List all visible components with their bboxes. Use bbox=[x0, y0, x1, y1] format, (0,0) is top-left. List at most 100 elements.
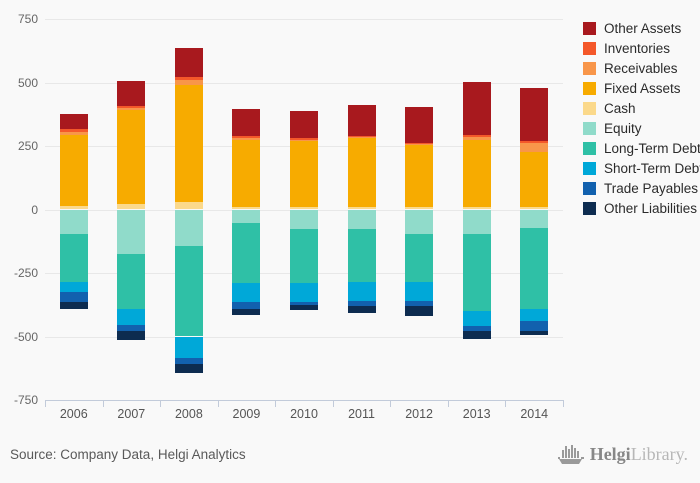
bar-segment-2014-trade-payables[interactable] bbox=[520, 321, 549, 332]
legend-item-fixed-assets[interactable]: Fixed Assets bbox=[583, 78, 700, 98]
bar-segment-2006-trade-payables[interactable] bbox=[59, 292, 88, 303]
bar-segment-2006-other-liabilities[interactable] bbox=[59, 302, 88, 309]
bar-segment-2013-trade-payables[interactable] bbox=[462, 326, 491, 331]
bar-segment-2010-other-assets[interactable] bbox=[290, 110, 318, 139]
bar-segment-2009-long-term-debt[interactable] bbox=[232, 223, 261, 284]
bar-segment-2013-fixed-assets[interactable] bbox=[462, 140, 491, 208]
bar-segment-2013-inventories[interactable] bbox=[462, 134, 491, 138]
bar-segment-2013-other-assets[interactable] bbox=[462, 81, 491, 135]
bar-segment-2012-cash[interactable] bbox=[405, 207, 434, 210]
bar-segment-2006-cash[interactable] bbox=[59, 205, 88, 210]
bar-segment-2013-receivables[interactable] bbox=[462, 137, 491, 141]
bar-segment-2012-other-liabilities[interactable] bbox=[405, 306, 434, 317]
bar-segment-2012-other-assets[interactable] bbox=[405, 106, 434, 144]
bar-segment-2008-short-term-debt[interactable] bbox=[174, 336, 203, 359]
bar-segment-2012-long-term-debt[interactable] bbox=[405, 233, 434, 282]
bar-segment-2011-fixed-assets[interactable] bbox=[347, 138, 376, 208]
bar-segment-2006-long-term-debt[interactable] bbox=[59, 233, 88, 282]
bar-segment-2011-cash[interactable] bbox=[347, 207, 376, 210]
bar-segment-2014-long-term-debt[interactable] bbox=[520, 228, 549, 310]
bar-segment-2006-short-term-debt[interactable] bbox=[59, 281, 88, 293]
bar-segment-2010-fixed-assets[interactable] bbox=[290, 140, 318, 208]
bar-segment-2009-cash[interactable] bbox=[232, 207, 261, 210]
bar-segment-2009-fixed-assets[interactable] bbox=[232, 140, 261, 208]
bar-segment-2011-long-term-debt[interactable] bbox=[347, 228, 376, 283]
bar-segment-2010-other-liabilities[interactable] bbox=[290, 304, 318, 311]
bar-segment-2006-inventories[interactable] bbox=[59, 129, 88, 133]
bar-segment-2008-trade-payables[interactable] bbox=[174, 358, 203, 365]
bar-segment-2014-receivables[interactable] bbox=[520, 142, 549, 152]
bar-segment-2007-fixed-assets[interactable] bbox=[117, 110, 146, 205]
bar-segment-2010-equity[interactable] bbox=[290, 209, 318, 230]
legend-item-receivables[interactable]: Receivables bbox=[583, 58, 700, 78]
legend-item-short-term-debt[interactable]: Short-Term Debt bbox=[583, 158, 700, 178]
helgi-library-logo[interactable]: Helgi Library. bbox=[557, 440, 688, 468]
bar-segment-2014-other-liabilities[interactable] bbox=[520, 331, 549, 335]
bar-segment-2011-other-assets[interactable] bbox=[347, 105, 376, 137]
bar-segment-2010-cash[interactable] bbox=[290, 207, 318, 210]
bar-segment-2010-short-term-debt[interactable] bbox=[290, 283, 318, 302]
bar-segment-2008-other-liabilities[interactable] bbox=[174, 364, 203, 374]
legend-item-inventories[interactable]: Inventories bbox=[583, 38, 700, 58]
bar-segment-2013-long-term-debt[interactable] bbox=[462, 233, 491, 312]
bar-segment-2011-inventories[interactable] bbox=[347, 136, 376, 138]
legend-item-trade-payables[interactable]: Trade Payables bbox=[583, 178, 700, 198]
bar-segment-2007-short-term-debt[interactable] bbox=[117, 308, 146, 326]
bar-segment-2014-short-term-debt[interactable] bbox=[520, 309, 549, 321]
bar-segment-2008-cash[interactable] bbox=[174, 201, 203, 210]
bar-segment-2014-other-assets[interactable] bbox=[520, 88, 549, 142]
bar-segment-2011-trade-payables[interactable] bbox=[347, 301, 376, 306]
bar-segment-2008-inventories[interactable] bbox=[174, 77, 203, 80]
bar-segment-2014-inventories[interactable] bbox=[520, 141, 549, 143]
bar-segment-2014-cash[interactable] bbox=[520, 207, 549, 210]
bar-segment-2009-receivables[interactable] bbox=[232, 138, 261, 141]
bar-segment-2009-other-assets[interactable] bbox=[232, 108, 261, 137]
bar-segment-2008-receivables[interactable] bbox=[174, 79, 203, 86]
bar-segment-2007-long-term-debt[interactable] bbox=[117, 253, 146, 309]
bar-segment-2012-equity[interactable] bbox=[405, 209, 434, 234]
bar-segment-2007-cash[interactable] bbox=[117, 204, 146, 210]
legend-item-long-term-debt[interactable]: Long-Term Debt bbox=[583, 138, 700, 158]
legend-item-other-liabilities[interactable]: Other Liabilities bbox=[583, 198, 700, 218]
bar-segment-2014-fixed-assets[interactable] bbox=[520, 151, 549, 208]
bar-segment-2007-trade-payables[interactable] bbox=[117, 325, 146, 332]
bar-segment-2007-equity[interactable] bbox=[117, 209, 146, 254]
bar-segment-2013-cash[interactable] bbox=[462, 207, 491, 210]
bar-segment-2010-receivables[interactable] bbox=[290, 139, 318, 141]
bar-segment-2011-short-term-debt[interactable] bbox=[347, 282, 376, 302]
bar-segment-2010-trade-payables[interactable] bbox=[290, 301, 318, 305]
bar-segment-2012-receivables[interactable] bbox=[405, 144, 434, 146]
bar-segment-2006-equity[interactable] bbox=[59, 209, 88, 234]
legend-item-equity[interactable]: Equity bbox=[583, 118, 700, 138]
bar-segment-2006-fixed-assets[interactable] bbox=[59, 134, 88, 206]
bar-segment-2009-other-liabilities[interactable] bbox=[232, 308, 261, 315]
bar-segment-2009-short-term-debt[interactable] bbox=[232, 283, 261, 303]
bar-segment-2014-equity[interactable] bbox=[520, 209, 549, 229]
bar-segment-2007-other-assets[interactable] bbox=[117, 80, 146, 107]
bar-segment-2013-other-liabilities[interactable] bbox=[462, 330, 491, 340]
bar-segment-2011-receivables[interactable] bbox=[347, 137, 376, 139]
bar-segment-2012-inventories[interactable] bbox=[405, 143, 434, 145]
bar-segment-2006-receivables[interactable] bbox=[59, 132, 88, 135]
bar-segment-2008-other-assets[interactable] bbox=[174, 48, 203, 78]
bar-segment-2013-equity[interactable] bbox=[462, 209, 491, 234]
bar-segment-2011-equity[interactable] bbox=[347, 209, 376, 229]
bar-segment-2013-short-term-debt[interactable] bbox=[462, 311, 491, 327]
bar-segment-2011-other-liabilities[interactable] bbox=[347, 305, 376, 314]
bar-segment-2008-equity[interactable] bbox=[174, 209, 203, 247]
bar-segment-2006-other-assets[interactable] bbox=[59, 114, 88, 130]
bar-segment-2012-short-term-debt[interactable] bbox=[405, 281, 434, 302]
legend-item-cash[interactable]: Cash bbox=[583, 98, 700, 118]
bar-segment-2009-inventories[interactable] bbox=[232, 136, 261, 139]
bar-segment-2012-trade-payables[interactable] bbox=[405, 301, 434, 307]
bar-segment-2009-equity[interactable] bbox=[232, 209, 261, 224]
bar-segment-2009-trade-payables[interactable] bbox=[232, 302, 261, 309]
bar-segment-2007-receivables[interactable] bbox=[117, 108, 146, 111]
legend-item-other-assets[interactable]: Other Assets bbox=[583, 18, 700, 38]
bar-segment-2010-inventories[interactable] bbox=[290, 138, 318, 140]
bar-segment-2010-long-term-debt[interactable] bbox=[290, 229, 318, 284]
bar-segment-2008-long-term-debt[interactable] bbox=[174, 246, 203, 337]
bar-segment-2012-fixed-assets[interactable] bbox=[405, 145, 434, 208]
bar-segment-2008-fixed-assets[interactable] bbox=[174, 85, 203, 202]
bar-segment-2007-other-liabilities[interactable] bbox=[117, 331, 146, 341]
